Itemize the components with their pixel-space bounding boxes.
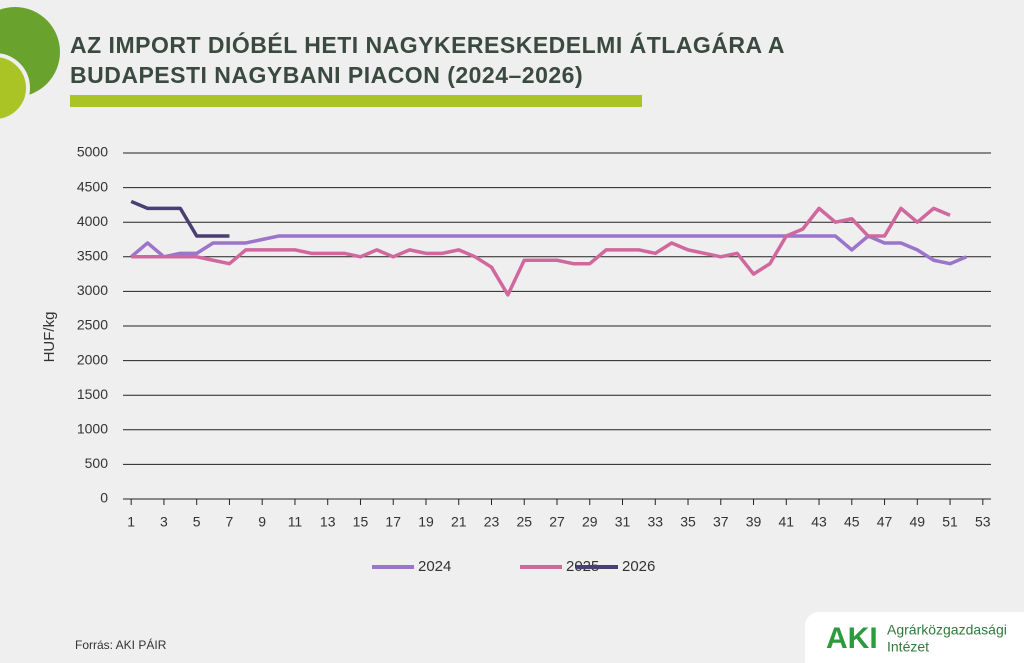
x-tick-label: 1 [127,514,135,530]
y-tick-label: 4500 [77,178,108,194]
x-tick-label: 53 [975,514,991,530]
logo-card [805,612,1024,663]
x-tick-label: 47 [877,514,893,530]
series-line [130,234,968,266]
x-tick-label: 19 [418,514,434,530]
x-tick-label: 51 [942,514,958,530]
x-tick-label: 33 [647,514,663,530]
x-tick-label: 37 [713,514,729,530]
x-tick-label: 45 [844,514,860,530]
logo-name: Agrárközgazdasági [887,622,1007,638]
logo-abbr: AKI [826,622,878,655]
x-tick-label: 49 [910,514,926,530]
y-tick-label: 2500 [77,317,108,333]
y-tick-label: 500 [85,455,109,471]
legend-label: 2026 [622,558,655,575]
x-tick-label: 23 [484,514,500,530]
x-tick-label: 21 [451,514,467,530]
decor-circle [0,53,30,123]
x-tick-label: 15 [353,514,369,530]
x-tick-label: 43 [811,514,827,530]
x-tick-label: 35 [680,514,696,530]
x-tick-label: 13 [320,514,336,530]
x-tick-label: 27 [549,514,565,530]
x-tick-label: 25 [516,514,532,530]
y-tick-label: 1500 [77,386,108,402]
x-tick-label: 31 [615,514,631,530]
x-tick-label: 17 [385,514,401,530]
x-tick-label: 7 [226,514,234,530]
series-line [131,206,951,297]
y-tick-label: 2000 [77,351,108,367]
logo-name: Intézet [887,639,929,655]
x-tick-label: 39 [746,514,762,530]
y-tick-label: 0 [100,490,108,506]
y-axis-label: HUF/kg [41,312,58,363]
title-underline [70,95,642,107]
y-tick-label: 3500 [77,248,108,264]
chart-title: AZ IMPORT DIÓBÉL HETI NAGYKERESKEDELMI Á… [70,32,785,88]
y-tick-label: 5000 [77,144,108,160]
x-tick-label: 11 [288,514,303,530]
x-tick-label: 9 [258,514,266,530]
y-tick-label: 3000 [77,282,108,298]
y-tick-label: 1000 [77,421,108,437]
x-tick-label: 29 [582,514,598,530]
legend-label: 2024 [418,558,451,575]
y-tick-label: 4000 [77,213,108,229]
x-tick-label: 5 [193,514,201,530]
x-tick-label: 41 [778,514,794,530]
x-tick-label: 3 [160,514,168,530]
series-line [130,199,230,238]
source: Forrás: AKI PÁIR [75,637,167,652]
